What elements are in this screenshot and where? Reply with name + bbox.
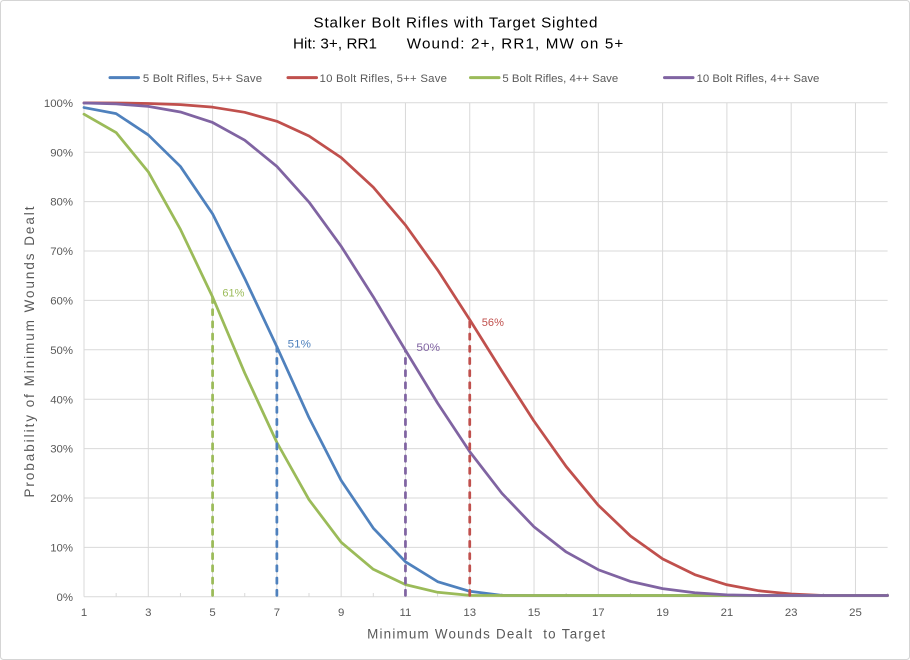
svg-text:5: 5 xyxy=(209,607,215,619)
svg-text:5 Bolt Rifles, 4++ Save: 5 Bolt Rifles, 4++ Save xyxy=(502,73,618,85)
svg-text:10%: 10% xyxy=(50,543,73,555)
svg-text:Hit: 3+, RR1: Hit: 3+, RR1 xyxy=(293,36,377,53)
svg-text:15: 15 xyxy=(528,607,541,619)
svg-text:60%: 60% xyxy=(50,296,73,308)
svg-text:11: 11 xyxy=(400,607,412,619)
svg-text:23: 23 xyxy=(785,607,798,619)
svg-text:17: 17 xyxy=(592,607,605,619)
svg-text:19: 19 xyxy=(656,607,669,619)
svg-text:9: 9 xyxy=(338,607,344,619)
svg-text:56%: 56% xyxy=(482,317,504,329)
svg-text:30%: 30% xyxy=(50,444,73,456)
svg-text:10 Bolt Rifles, 4++ Save: 10 Bolt Rifles, 4++ Save xyxy=(697,73,820,85)
svg-text:70%: 70% xyxy=(50,246,73,258)
svg-text:50%: 50% xyxy=(50,345,73,357)
svg-text:Wound: 2+, RR1, MW on 5+: Wound: 2+, RR1, MW on 5+ xyxy=(407,36,624,53)
svg-text:50%: 50% xyxy=(416,342,440,354)
svg-text:80%: 80% xyxy=(50,197,73,209)
svg-text:61%: 61% xyxy=(222,288,244,300)
svg-text:10 Bolt Rifles, 5++ Save: 10 Bolt Rifles, 5++ Save xyxy=(320,73,448,85)
svg-text:20%: 20% xyxy=(50,493,73,505)
svg-text:Probability of Minimum Wounds: Probability of Minimum Wounds Dealt xyxy=(22,206,37,497)
svg-text:3: 3 xyxy=(145,607,151,619)
svg-text:25: 25 xyxy=(849,607,862,619)
svg-text:7: 7 xyxy=(274,607,280,619)
svg-text:Stalker Bolt Rifles with Targe: Stalker Bolt Rifles with Target Sighted xyxy=(314,15,598,32)
svg-text:21: 21 xyxy=(721,607,734,619)
svg-text:1: 1 xyxy=(81,607,87,619)
svg-text:0%: 0% xyxy=(57,592,73,604)
svg-text:13: 13 xyxy=(463,607,476,619)
svg-text:100%: 100% xyxy=(44,98,73,110)
svg-text:Minimum Wounds Dealt to Targe: Minimum Wounds Dealt to Target xyxy=(367,627,605,642)
svg-text:90%: 90% xyxy=(50,147,73,159)
svg-text:5 Bolt Rifles, 5++ Save: 5 Bolt Rifles, 5++ Save xyxy=(143,73,262,85)
svg-text:51%: 51% xyxy=(288,338,311,350)
svg-text:40%: 40% xyxy=(50,394,73,406)
